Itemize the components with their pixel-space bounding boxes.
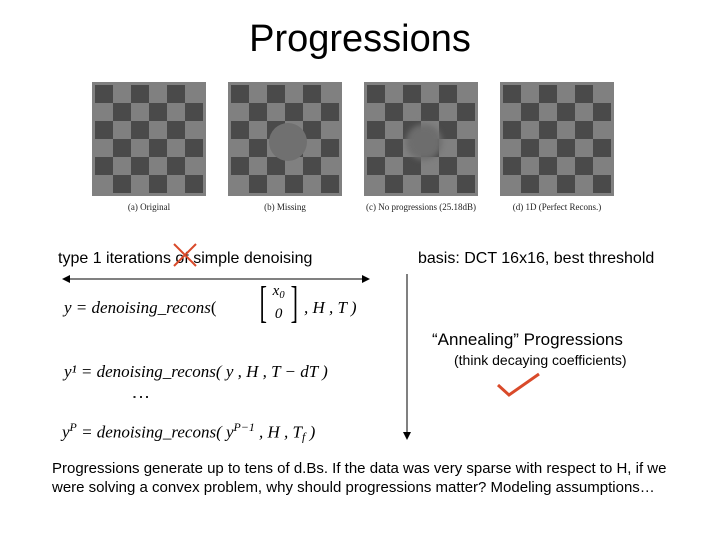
type1-pre: type 1 iteration (58, 250, 163, 267)
equation-3: yP = denoising_recons( yP−1 , H , Tf ) (62, 420, 315, 445)
type1-s: s (163, 250, 171, 267)
panel-caption: (d) 1D (Perfect Recons.) (513, 202, 601, 212)
checker-image (228, 82, 342, 196)
panel-1: (b) Missing (228, 82, 342, 212)
blob (406, 124, 442, 160)
checkmark-icon (495, 372, 541, 398)
panel-caption: (b) Missing (264, 202, 306, 212)
arrow-vertical-icon (402, 274, 412, 440)
panel-2: (c) No progressions (25.18dB) (364, 82, 478, 212)
annealing-title: “Annealing” Progressions (432, 330, 623, 350)
checker-image (500, 82, 614, 196)
arrow-horizontal-icon (62, 274, 370, 284)
equation-1-tail: , H , T ) (304, 298, 357, 318)
panel-0: (a) Original (92, 82, 206, 212)
slide: Progressions (a) Original (b) Missing (c) … (0, 0, 720, 540)
image-row: (a) Original (b) Missing (c) No progressio… (92, 82, 614, 212)
panel-caption: (c) No progressions (25.18dB) (366, 202, 476, 212)
panel-3: (d) 1D (Perfect Recons.) (500, 82, 614, 212)
cross-mark-icon (172, 242, 198, 268)
equation-1-matrix: [ x0 0 ] (256, 277, 301, 328)
checker-image (92, 82, 206, 196)
equation-1-lhs: y = denoising_recons( (64, 298, 217, 318)
annealing-subtitle: (think decaying coefficients) (454, 352, 627, 368)
bracket-right-icon: ] (290, 277, 297, 328)
vertical-dots-icon: ⋮ (130, 388, 152, 404)
checker-image (364, 82, 478, 196)
equation-2: y¹ = denoising_recons( y , H , T − dT ) (64, 362, 328, 382)
blob (269, 123, 307, 161)
bracket-left-icon: [ (260, 277, 267, 328)
slide-title: Progressions (0, 18, 720, 61)
panel-caption: (a) Original (128, 202, 170, 212)
bottom-paragraph: Progressions generate up to tens of d.Bs… (52, 460, 672, 498)
text-basis: basis: DCT 16x16, best threshold (418, 250, 654, 268)
